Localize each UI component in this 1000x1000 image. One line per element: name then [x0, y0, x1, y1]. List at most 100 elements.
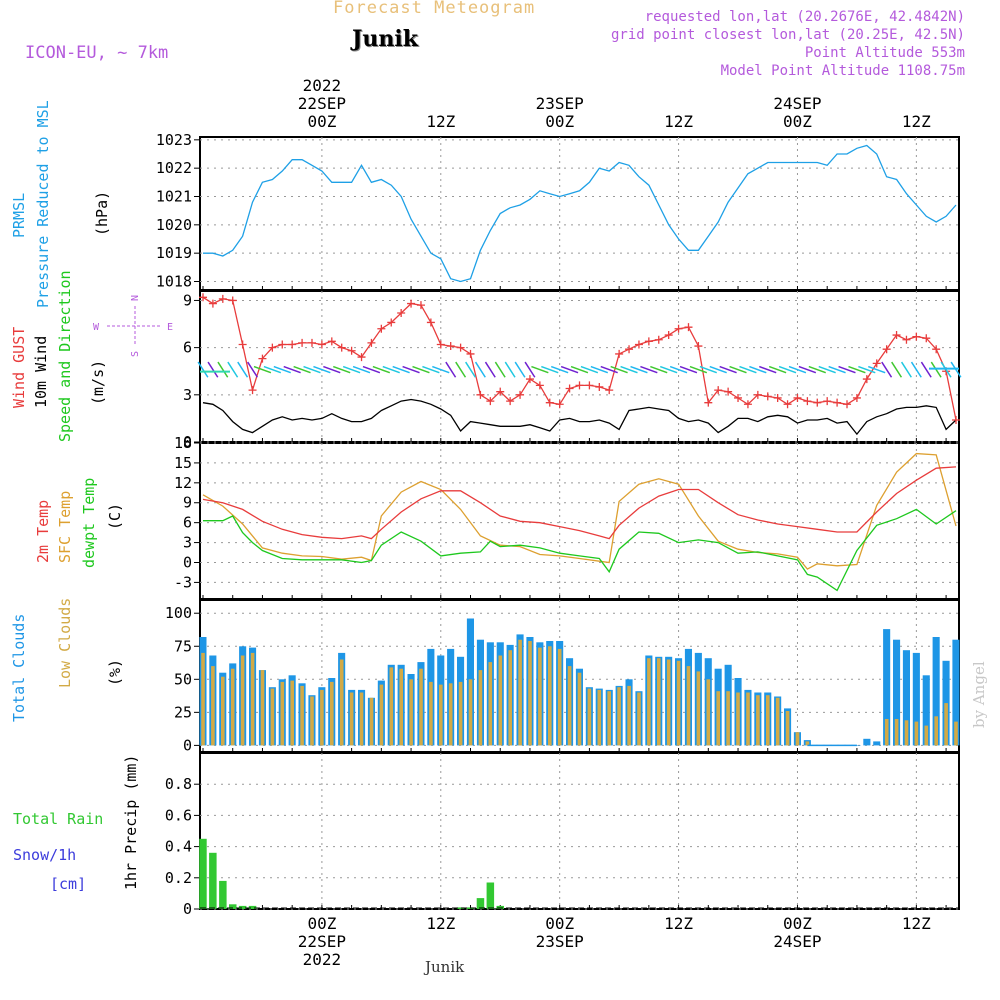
- low-cloud-bar: [785, 711, 790, 746]
- low-cloud-bar: [221, 676, 225, 746]
- low-cloud-bar: [468, 679, 473, 746]
- wind-direction-arrow: [659, 365, 678, 374]
- gust-marker: [753, 390, 762, 399]
- wind-units: (m/s): [89, 360, 107, 405]
- wind-direction-arrow: [253, 365, 272, 374]
- wind-direction-arrow: [669, 365, 688, 374]
- precip-bar: [219, 880, 227, 909]
- low-cloud-bar: [201, 652, 205, 746]
- gust-marker: [585, 381, 594, 390]
- wind-direction-arrow: [303, 365, 321, 374]
- total-cloud-bar: [952, 639, 960, 746]
- top-time-label: 12Z: [902, 112, 931, 131]
- top-time-label: 12Z: [664, 112, 693, 131]
- precip-bar: [209, 852, 217, 909]
- wind-direction-arrow: [699, 365, 718, 374]
- footer-location: Junik: [423, 958, 465, 976]
- wind-direction-arrow: [828, 365, 846, 374]
- low-cloud-bar: [478, 670, 483, 746]
- gust-marker: [426, 318, 435, 327]
- low-cloud-bar: [379, 684, 384, 746]
- top-time-label: 12Z: [426, 112, 455, 131]
- total-cloud-bar: [863, 738, 871, 746]
- pressure-ytick-label: 1019: [156, 244, 192, 262]
- bottom-time-label: 2022: [303, 950, 342, 969]
- precip-bar: [486, 882, 495, 909]
- low-cloud-bar: [389, 667, 394, 746]
- gust-marker: [327, 337, 336, 346]
- clouds-ytick-label: 75: [174, 637, 192, 655]
- compass-w: W: [93, 322, 100, 333]
- low-cloud-bar: [627, 685, 631, 746]
- low-cloud-bar: [439, 684, 443, 746]
- wind-direction-arrow: [808, 365, 827, 374]
- gust-marker: [218, 294, 227, 303]
- chart-title: Forecast Meteogram: [333, 0, 536, 18]
- wind-direction-arrow: [709, 365, 727, 374]
- gust-marker: [347, 346, 356, 355]
- gust-marker: [734, 393, 743, 402]
- wind-direction-arrow: [858, 365, 876, 374]
- low-cloud-bar: [766, 695, 770, 746]
- low-cloud-bar: [488, 662, 493, 746]
- wind-direction-arrow: [560, 365, 579, 374]
- precip-frame: [199, 752, 960, 910]
- wind-direction-arrow: [484, 361, 496, 378]
- wind-ytick-label: 0: [183, 433, 192, 451]
- gust-marker: [783, 400, 792, 409]
- model-label: ICON-EU, ~ 7km: [25, 43, 169, 63]
- model-altitude: Model Point Altitude 1108.75m: [720, 63, 965, 79]
- low-cloud-bar: [587, 688, 592, 746]
- precip-ytick-label: 0.2: [165, 869, 192, 887]
- gust-marker: [833, 398, 842, 407]
- clouds-ytick-label: 50: [174, 670, 192, 688]
- gust-marker: [654, 335, 663, 344]
- wind-direction-arrow: [422, 365, 440, 374]
- wind-direction-arrow: [570, 365, 589, 374]
- gust-marker: [367, 338, 376, 347]
- wind-direction-arrow: [630, 365, 648, 374]
- gust-marker: [278, 340, 287, 349]
- precip-bar: [496, 905, 504, 909]
- low-cloud-bar: [805, 741, 810, 746]
- wind-direction-arrow: [881, 361, 893, 378]
- gust-marker: [446, 342, 455, 351]
- dewpt-label: dewpt Temp: [80, 478, 98, 568]
- wind-ytick-label: 3: [183, 386, 192, 404]
- low-cloud-bar: [567, 666, 572, 746]
- low-cloud-bar: [756, 695, 760, 746]
- gust-marker: [516, 390, 525, 399]
- precip-bar: [476, 898, 485, 909]
- pressure-ytick-label: 1022: [156, 159, 192, 177]
- temp-ytick-label: 18: [174, 434, 192, 452]
- gust-marker: [466, 349, 475, 358]
- gust-marker: [506, 397, 515, 406]
- temp-ytick-label: 12: [174, 474, 192, 492]
- low-cloud-bar: [617, 687, 621, 746]
- wind-direction-arrow: [650, 365, 668, 374]
- gust-marker: [535, 381, 544, 390]
- wind-direction-arrow: [362, 365, 381, 374]
- wind-ytick-label: 9: [183, 291, 192, 309]
- low-cloud-bar: [260, 670, 265, 746]
- low-cloud-bar: [746, 692, 750, 746]
- wind-direction-arrow: [504, 361, 516, 378]
- wind-direction-arrow: [798, 365, 817, 374]
- precip-bar: [238, 905, 247, 909]
- compass-s: S: [130, 351, 141, 357]
- low-cloud-bar: [696, 671, 701, 746]
- wind-direction-arrow: [759, 365, 777, 374]
- clouds-ytick-label: 100: [165, 604, 192, 622]
- wind-direction-arrow: [402, 365, 420, 374]
- top-time-label: 23SEP: [536, 94, 584, 113]
- low-cloud-bar: [775, 697, 780, 746]
- wind-direction-arrow: [749, 365, 767, 374]
- wind-direction-arrow: [719, 365, 737, 374]
- gust-marker: [922, 334, 931, 343]
- precip-units: 1hr Precip (mm): [122, 755, 140, 890]
- bottom-time-label: 12Z: [664, 914, 693, 933]
- gust-marker: [416, 301, 425, 310]
- low-cloud-bar: [369, 697, 374, 746]
- low-cloud-bar: [458, 681, 463, 746]
- wind-direction-arrow: [313, 365, 331, 374]
